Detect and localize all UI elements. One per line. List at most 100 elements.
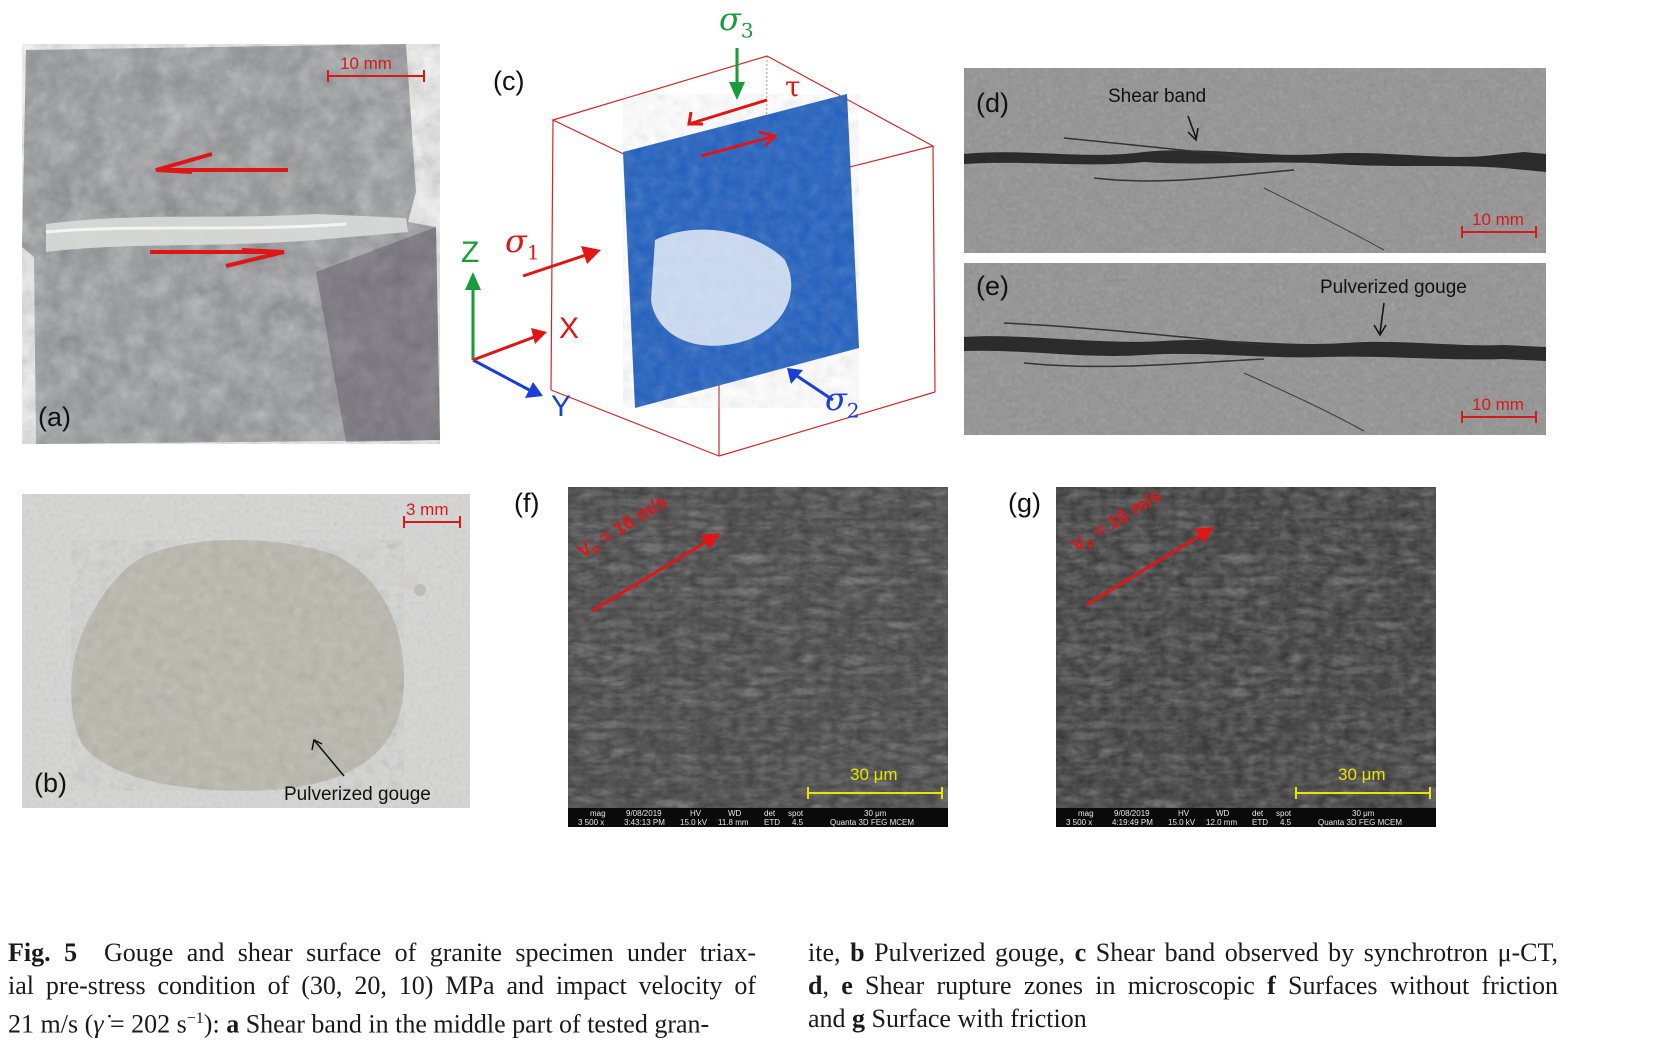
sem-instrument-value: Quanta 3D FEG MCEM: [1318, 818, 1403, 827]
scale-bar: 10 mm: [326, 54, 426, 84]
pulverized-gouge-slice-image: [964, 263, 1546, 435]
scale-bar: 3 mm: [402, 500, 464, 530]
sigma3-symbol: σ: [719, 0, 741, 38]
caption-text: ):: [203, 1009, 227, 1039]
caption-panel-ref: g: [852, 1004, 866, 1033]
sem-spot-header: spot: [1276, 809, 1292, 818]
sigma2-subscript: 2: [846, 398, 860, 423]
sem-info-bar: mag 3 500 x 9/08/2019 4:19:49 PM HV 15.0…: [1056, 808, 1436, 827]
ct-cube-diagram: [465, 48, 936, 457]
scale-bar-label: 10 mm: [340, 54, 392, 73]
sigma1-arrow: [522, 252, 590, 278]
caption-panel-ref: f: [1267, 971, 1276, 1000]
caption-line-3: and g Surface with friction: [808, 1002, 1558, 1035]
scale-bar-label: 30 μm: [1338, 765, 1386, 784]
caption-panel-ref: a: [226, 1009, 240, 1039]
tau-label: τ: [785, 70, 801, 103]
caption-line-3: 21 m/s (γ̇ = 202 s−1): a Shear band in t…: [8, 1002, 756, 1041]
panel-d-ct-slice: (d) Shear band 10 mm: [964, 68, 1546, 253]
scale-bar-label: 3 mm: [406, 500, 449, 519]
caption-panel-ref: d: [808, 971, 823, 1000]
caption-text: Shear band observed by synchrotron μ-CT,: [1086, 938, 1558, 967]
figure-caption-left: Fig. 5 Gouge and shear surface of granit…: [8, 936, 756, 1041]
sem-spot-header: spot: [788, 809, 804, 818]
caption-line-1: Fig. 5 Gouge and shear surface of granit…: [8, 936, 756, 969]
sigma2-symbol: σ: [825, 380, 847, 418]
sem-bar-header: 30 μm: [1352, 809, 1375, 818]
sigma1-symbol: σ: [505, 222, 527, 260]
panel-label: (d): [976, 88, 1009, 118]
sem-det-value: ETD: [1252, 818, 1268, 827]
sigma2-label: σ2: [825, 380, 860, 422]
caption-text: Pulverized gouge,: [864, 938, 1075, 967]
panel-c-ct-volume: (c) Z Y X σ1 σ3 σ2 τ: [455, 0, 955, 462]
caption-panel-ref: b: [850, 938, 865, 967]
velocity-arrow: [591, 535, 715, 613]
sigma1-subscript: 1: [526, 240, 540, 265]
caption-panel-ref: e: [841, 971, 853, 1000]
panel-g-label: (g): [1008, 488, 1041, 518]
gouge-powder-image: [22, 494, 470, 808]
sem-image-with-friction: [1056, 487, 1436, 808]
gouge-annotation: Pulverized gouge: [284, 784, 431, 805]
panel-f-sem: VP = 16 m/s 30 μm mag 3 500 x 9/08/2019 …: [568, 487, 948, 827]
panel-label: (e): [976, 271, 1009, 301]
axis-y-label: Y: [551, 390, 572, 423]
sem-mag-header: mag: [590, 809, 606, 818]
scale-bar-label: 10 mm: [1472, 210, 1524, 229]
sem-spot-value: 4.5: [792, 818, 804, 827]
sem-bar-header: 30 μm: [864, 809, 887, 818]
caption-text: ,: [822, 971, 842, 1000]
axis-z-label: Z: [461, 236, 480, 269]
caption-line-2: d, e Shear rupture zones in microscopic …: [808, 969, 1558, 1002]
sigma3-subscript: 3: [740, 18, 754, 43]
scale-bar: 10 mm: [1460, 395, 1540, 425]
sigma1-label: σ1: [505, 222, 540, 264]
sem-instrument-value: Quanta 3D FEG MCEM: [830, 818, 915, 827]
shear-band-annotation: Shear band: [1108, 86, 1207, 107]
sigma3-label: σ3: [719, 0, 754, 42]
caption-text: 21 m/s (: [8, 1009, 94, 1039]
sem-hv-header: HV: [1178, 809, 1190, 818]
sem-wd-value: 12.0 mm: [1206, 818, 1238, 827]
figure-number: Fig. 5: [8, 938, 78, 967]
caption-text: = 202 s: [103, 1009, 187, 1039]
caption-line-1: ite, b Pulverized gouge, c Shear band ob…: [808, 936, 1558, 969]
axis-y-arrow: [472, 358, 534, 394]
sigma2-arrow: [796, 374, 834, 402]
sem-hv-value: 15.0 kV: [1168, 818, 1196, 827]
axis-x-label: X: [559, 312, 580, 345]
sem-det-header: det: [1252, 809, 1264, 818]
sem-info-bar: mag 3 500 x 9/08/2019 3:43:13 PM HV 15.0…: [568, 808, 948, 827]
panel-f-label: (f): [514, 488, 540, 518]
pulverized-gouge-annotation: Pulverized gouge: [1320, 277, 1467, 298]
caption-text: Surfaces without friction: [1275, 971, 1558, 1000]
caption-exponent: −1: [186, 1010, 204, 1027]
granite-specimen-image: [22, 44, 440, 444]
caption-text: Surface with friction: [865, 1004, 1087, 1033]
caption-text: ite,: [808, 938, 851, 967]
panel-label: (c): [493, 66, 525, 96]
axis-x-arrow: [472, 334, 538, 362]
sem-wd-header: WD: [1216, 809, 1230, 818]
caption-text: Gouge and shear surface of granite speci…: [104, 938, 757, 967]
caption-text: Shear band in the middle part of tested …: [239, 1009, 710, 1039]
figure-caption-right: ite, b Pulverized gouge, c Shear band ob…: [808, 936, 1558, 1035]
scale-bar: 10 mm: [1460, 210, 1540, 240]
sem-spot-value: 4.5: [1280, 818, 1292, 827]
sem-hv-value: 15.0 kV: [680, 818, 708, 827]
sem-hv-header: HV: [690, 809, 702, 818]
panel-b-photo: (b) Pulverized gouge 3 mm: [22, 494, 470, 808]
sem-image-without-friction: [568, 487, 948, 808]
sem-det-header: det: [764, 809, 776, 818]
scale-bar-label: 10 mm: [1472, 395, 1524, 414]
scale-bar-label: 30 μm: [850, 765, 898, 784]
sem-det-value: ETD: [764, 818, 780, 827]
sem-mag-value: 3 500 x: [578, 818, 605, 827]
caption-text: and: [808, 1004, 853, 1033]
tau-arrow-top: [688, 98, 768, 126]
shear-rate-symbol: γ̇: [93, 1009, 104, 1039]
caption-text: Shear rupture zones in microscopic: [852, 971, 1268, 1000]
velocity-arrow: [1085, 529, 1209, 607]
panel-g-sem: VP = 16 m/s 30 μm mag 3 500 x 9/08/2019 …: [1056, 487, 1436, 827]
